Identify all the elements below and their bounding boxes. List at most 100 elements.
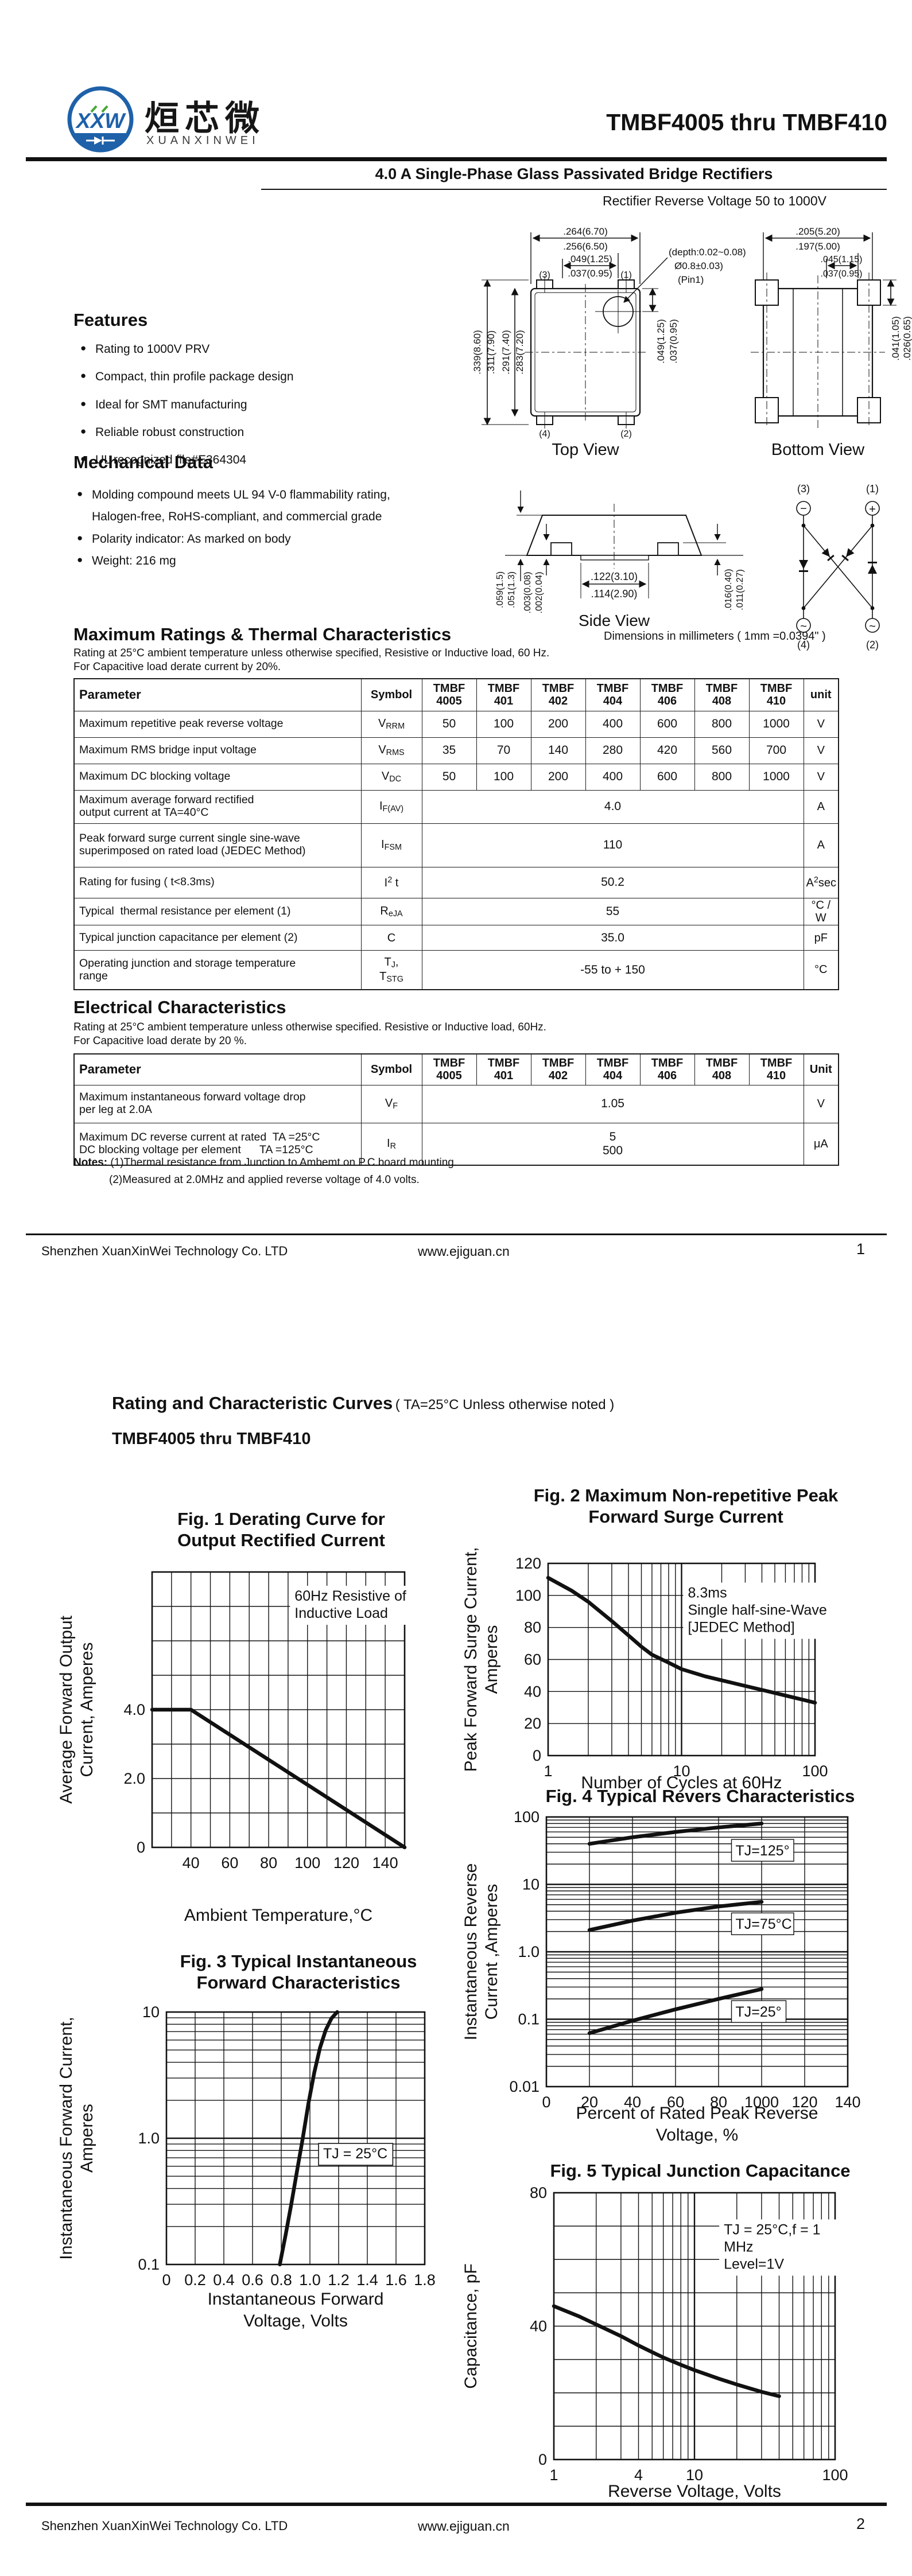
logo-monogram: XXW (75, 109, 126, 133)
svg-text:.049(1.25): .049(1.25) (568, 254, 612, 264)
chart-fig3: TJ = 25°C 0 0.2 0.4 0.6 0.8 1.0 1.2 1.4 1.6 1.8 0.1… (55, 1948, 456, 2364)
logo-diode-icon (94, 137, 102, 145)
value-cell: 50 (421, 710, 477, 738)
x-tick-label: 40 (183, 1854, 200, 1871)
x-tick-label: 140 (835, 2094, 860, 2111)
electrical-condition-2: For Capacitive load derate by 20 %. (73, 1035, 247, 1047)
parameter-cell: Maximum DC blocking voltage (73, 763, 362, 791)
x-tick-label: 60 (667, 2094, 684, 2111)
column-header: Parameter (73, 1053, 362, 1085)
column-header: TMBF 401 (476, 678, 531, 711)
svg-text:(Pin1): (Pin1) (678, 274, 704, 285)
x-axis-label: Reverse Voltage, Volts (608, 2482, 781, 2501)
list-item-label: Rating to 1000V PRV (95, 343, 210, 356)
series-label-box (731, 1839, 794, 1862)
bullet-icon: ● (77, 488, 83, 499)
value-cell: 1000 (748, 710, 804, 738)
footer-company-2: Shenzhen XuanXinWei Technology Co. LTD (41, 2519, 288, 2533)
svg-text:.291(7.40): .291(7.40) (500, 330, 511, 375)
annotation-box (318, 2143, 394, 2166)
annotation-text: TJ = 25°C (323, 2146, 387, 2162)
value-cell: 200 (530, 710, 586, 738)
y-axis-label: Current ,Amperes (482, 1884, 501, 2020)
svg-text:.049(1.25): .049(1.25) (655, 319, 666, 364)
parameter-cell: Maximum average forward rectified output… (73, 789, 362, 824)
svg-text:.339(8.60): .339(8.60) (474, 330, 483, 375)
mechanical-list: ● Molding compound meets UL 94 V-0 flamma… (77, 488, 444, 575)
y-tick-label: 1.0 (518, 1943, 540, 1960)
symbol-cell: C (360, 925, 422, 951)
x-tick-label: 1.6 (385, 2271, 407, 2289)
svg-text:.037(0.95): .037(0.95) (821, 269, 863, 279)
x-tick-label: 0.6 (242, 2271, 263, 2289)
features-heading: Features (73, 310, 148, 330)
footer-website-2[interactable]: www.ejiguan.cn (418, 2519, 510, 2534)
value-cell: 50 (421, 763, 477, 791)
notes-label: Notes: (73, 1157, 108, 1169)
y-tick-label: 40 (524, 1683, 541, 1700)
x-tick-label: 1 (549, 2466, 558, 2484)
subtitle-rule (261, 189, 887, 190)
x-tick-label: 40 (624, 2094, 641, 2111)
chart-title: Forward Surge Current (588, 1507, 783, 1527)
bridge-circuit-diagram: (3) (1) (4) (2) − + ~ ~ (796, 483, 880, 651)
y-axis-label: Amperes (482, 1625, 501, 1694)
mechanical-heading: Mechanical Data (73, 452, 213, 472)
table-row: Maximum RMS bridge input voltage VRMS 35 70… (73, 737, 839, 764)
table-row: Rating for fusing ( t<8.3ms) I2 t 50.2 A2se… (73, 866, 839, 898)
list-item-label: UL recognized file#E364304 (95, 453, 247, 466)
features-list: ● Rating to 1000V PRV ● Compact, thin profi… (80, 342, 402, 480)
y-axis-label: Instantaneous Forward Current, (57, 2017, 76, 2260)
column-header: TMBF 408 (694, 1053, 750, 1085)
bullet-icon: ● (80, 370, 87, 382)
value-cell: 70 (476, 737, 531, 764)
list-item: ● Compact, thin profile package design (80, 369, 402, 384)
chart-fig2: 8.3ms Single half-sine-Wave [JEDEC Method]… (459, 1483, 907, 1804)
series-label-box (731, 1912, 794, 1935)
symbol-cell: VDC (360, 763, 422, 791)
column-header: Parameter (73, 678, 362, 711)
x-tick-label: 100 (822, 2466, 848, 2484)
y-tick-label: 120 (515, 1555, 541, 1572)
series-line (552, 2304, 781, 2398)
value-cell: 100 (476, 710, 531, 738)
list-item: ● UL recognized file#E364304 (80, 453, 402, 468)
x-tick-label: 120 (791, 2094, 817, 2111)
annotation-text: 60Hz Resistive of (294, 1588, 406, 1604)
list-item-label: Compact, thin profile package design (95, 370, 294, 384)
table-row: Maximum DC reverse current at rated TA =… (73, 1122, 839, 1166)
bullet-icon: ● (77, 532, 83, 543)
y-tick-label: 1.0 (138, 2130, 160, 2147)
unit-cell: A2sec (803, 866, 839, 898)
series-line (546, 1575, 817, 1705)
column-header: TMBF 401 (476, 1053, 531, 1085)
list-item: Halogen-free, RoHS-compliant, and commer… (77, 509, 444, 524)
x-axis-label: Instantaneous Forward (208, 2290, 384, 2309)
symbol-cell: I2 t (360, 866, 422, 898)
chart-title: Fig. 1 Derating Curve for (177, 1509, 385, 1529)
x-tick-label: 1.0 (299, 2271, 321, 2289)
y-tick-label: 80 (524, 1619, 541, 1636)
x-tick-label: 1.8 (414, 2271, 436, 2289)
column-header: TMBF 406 (639, 678, 695, 711)
footer-website-1[interactable]: www.ejiguan.cn (418, 1244, 510, 1259)
table-row: Maximum repetitive peak reverse voltage V… (73, 710, 839, 738)
column-header: TMBF 4005 (421, 678, 477, 711)
series-label: TJ=25° (736, 2004, 782, 2020)
symbol-cell: ReJA (360, 897, 422, 926)
y-tick-label: 10 (522, 1876, 540, 1893)
series-line (587, 1900, 764, 1932)
column-header: Symbol (360, 678, 422, 711)
y-axis-label: Peak Forward Surge Current, (461, 1547, 480, 1772)
column-header: unit (803, 678, 839, 711)
svg-text:.026(0.65): .026(0.65) (902, 316, 912, 361)
value-cell: -55 to + 150 (421, 950, 804, 990)
svg-text:(2): (2) (866, 639, 879, 651)
notes-line-1: Notes: (1)Thermal resistance from Juncti… (73, 1157, 457, 1169)
list-item-label: Halogen-free, RoHS-compliant, and commer… (92, 510, 382, 524)
svg-text:.059(1.5): .059(1.5) (495, 571, 505, 608)
parameter-cell: Maximum RMS bridge input voltage (73, 737, 362, 764)
y-tick-label: 0.1 (518, 2011, 540, 2028)
